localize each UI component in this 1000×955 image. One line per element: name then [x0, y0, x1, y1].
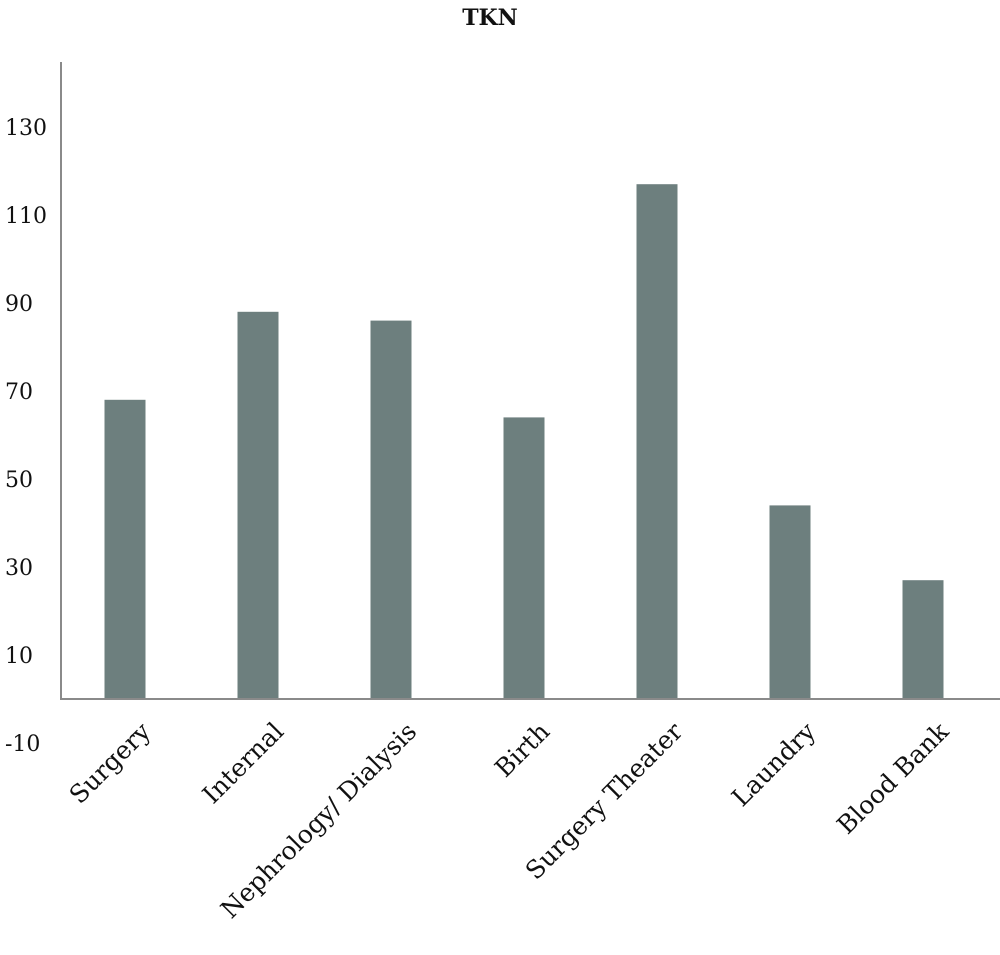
- x-tick-label: Internal: [197, 717, 289, 809]
- axes: [60, 62, 1000, 700]
- y-tick-label: 110: [5, 204, 47, 229]
- y-tick-label: 70: [5, 380, 33, 405]
- bars: [104, 184, 944, 699]
- x-tick-label: Blood Bank: [831, 716, 955, 840]
- y-tick-label: -10: [5, 732, 40, 757]
- x-tick-label: Birth: [489, 717, 555, 783]
- bar: [370, 320, 412, 699]
- bar: [237, 311, 279, 699]
- y-axis-tick-labels: -10 10 30 50 70 90 110 130: [5, 116, 47, 757]
- chart-title: TKN: [462, 5, 518, 31]
- bar: [636, 184, 678, 699]
- y-tick-label: 90: [5, 292, 33, 317]
- bar: [104, 399, 146, 699]
- y-tick-label: 130: [5, 116, 47, 141]
- y-tick-label: 10: [5, 644, 33, 669]
- bar: [503, 417, 545, 699]
- y-tick-label: 50: [5, 468, 33, 493]
- x-tick-label: Laundry: [726, 716, 822, 812]
- x-tick-label: Surgery: [64, 716, 157, 809]
- bar: [902, 580, 944, 699]
- y-tick-label: 30: [5, 556, 33, 581]
- bar: [769, 505, 811, 699]
